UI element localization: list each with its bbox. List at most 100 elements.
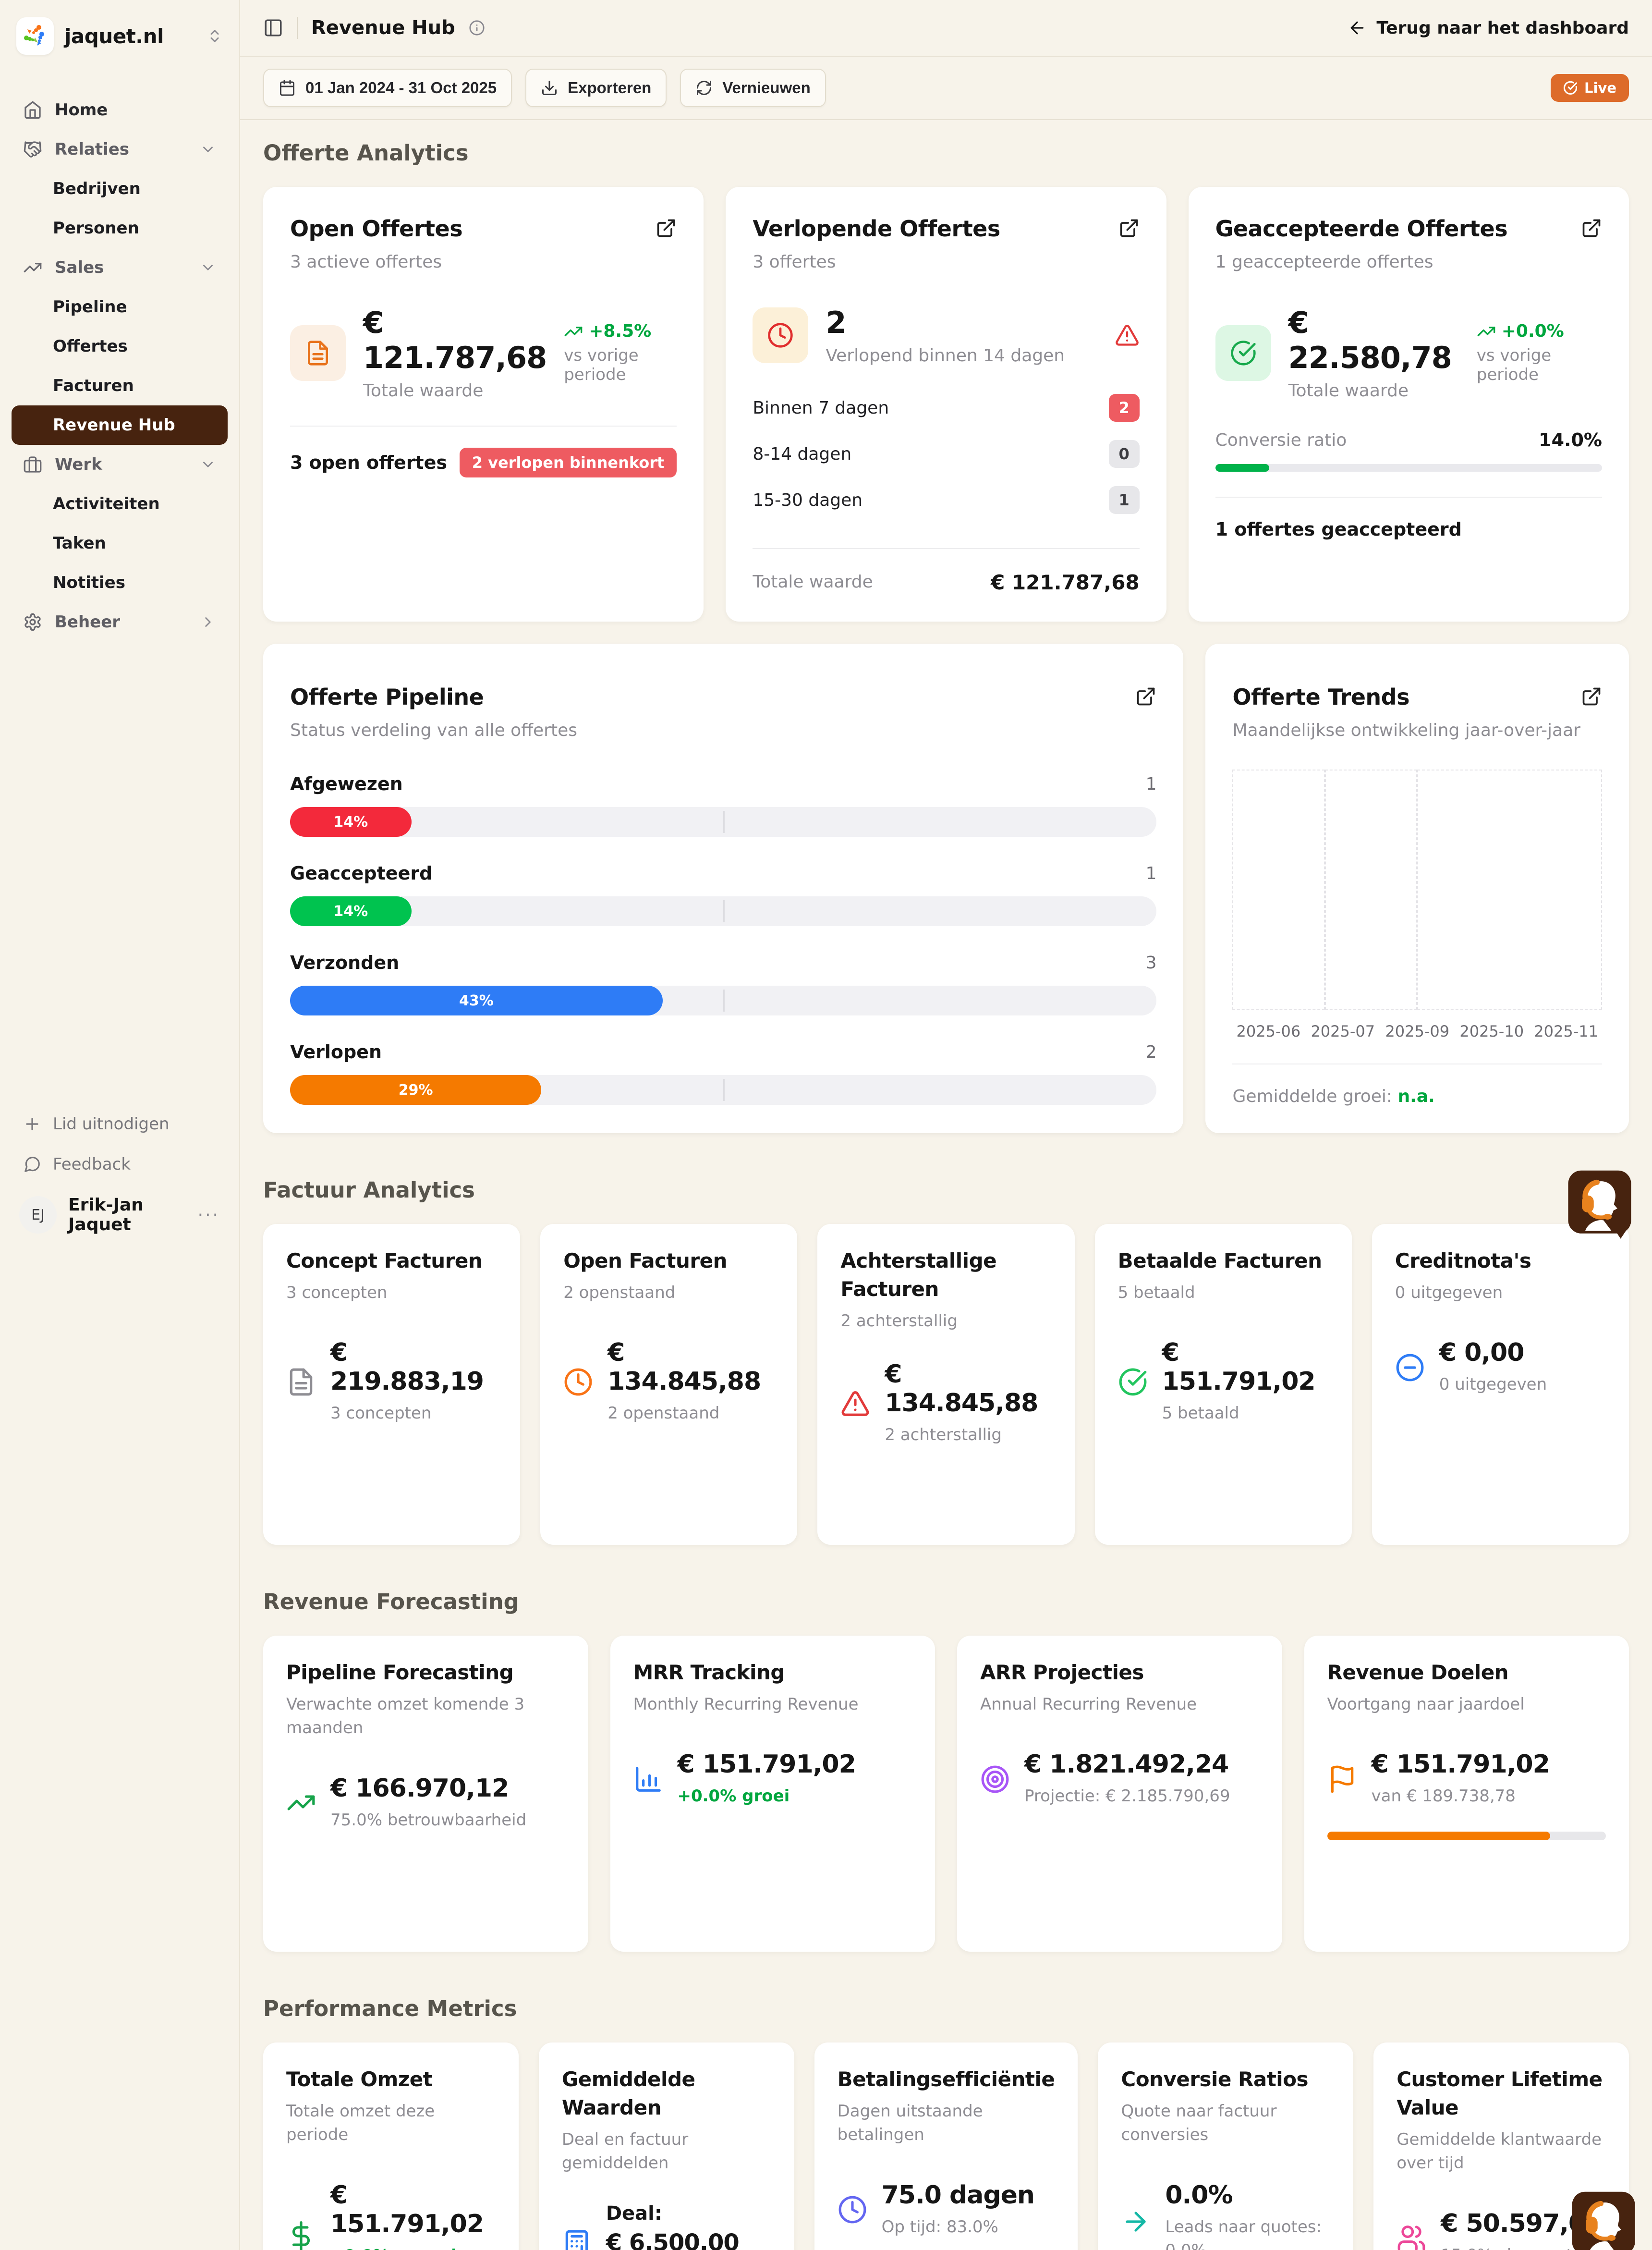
aging-label: 15-30 dagen	[753, 490, 863, 510]
workspace-switcher[interactable]: jaquet.nl	[0, 0, 239, 69]
card-title: Totale Omzet	[286, 2067, 433, 2091]
card-subtitle: Maandelijkse ontwikkeling jaar-over-jaar	[1232, 720, 1580, 740]
card-subtitle: Monthly Recurring Revenue	[633, 1695, 859, 1714]
sidebar-item-notities[interactable]: Notities	[12, 563, 228, 602]
back-label: Terug naar het dashboard	[1376, 18, 1629, 38]
metric-value: € 134.845,88	[607, 1338, 761, 1396]
home-icon	[24, 101, 41, 119]
trending-up-icon	[564, 326, 583, 336]
calculator-icon	[565, 2230, 588, 2250]
sidebar-item-facturen[interactable]: Facturen	[12, 366, 228, 405]
date-range-button[interactable]: 01 Jan 2024 - 31 Oct 2025	[263, 69, 512, 107]
sidebar-item-label: Home	[55, 100, 108, 120]
sidebar-item-revenue-hub[interactable]: Revenue Hub	[12, 405, 228, 445]
deal-label: Deal:	[606, 2202, 662, 2225]
trending-up-icon	[24, 263, 42, 272]
sidebar-item-relaties[interactable]: Relaties	[12, 130, 228, 169]
metric-caption: 2 achterstallig	[885, 1425, 1002, 1445]
sidebar-item-activiteiten[interactable]: Activiteiten	[12, 484, 228, 524]
external-link-icon[interactable]	[1135, 686, 1156, 707]
card-subtitle: 2 openstaand	[563, 1283, 676, 1303]
avatar: EJ	[19, 1196, 57, 1234]
section-factuur-analytics: Factuur Analytics Concept Facturen 3 con…	[263, 1177, 1629, 1545]
chart-grid-cell	[1417, 770, 1602, 1010]
dollar-icon	[292, 2221, 310, 2250]
page-title: Revenue Hub	[311, 17, 455, 39]
user-menu[interactable]: EJ Erik-Jan Jaquet ···	[16, 1195, 223, 1235]
sidebar-item-offertes[interactable]: Offertes	[12, 327, 228, 366]
footer-label: Totale waarde	[753, 572, 873, 592]
feedback-label: Feedback	[53, 1155, 131, 1174]
card-title: Open Offertes	[290, 216, 463, 242]
sidebar-item-sales[interactable]: Sales	[12, 248, 228, 287]
footer-text: 3 open offertes	[290, 452, 447, 474]
card-open-offertes: Open Offertes 3 actieve offertes € 121.7…	[263, 187, 704, 622]
trending-up-icon	[1477, 326, 1495, 336]
download-icon	[542, 81, 557, 95]
arrow-right-icon	[1126, 2212, 1146, 2232]
card-arr-projecties: ARR Projecties Annual Recurring Revenue …	[957, 1636, 1282, 1952]
sidebar-item-label: Sales	[55, 258, 104, 277]
external-link-icon[interactable]	[656, 218, 677, 239]
sidebar-item-bedrijven[interactable]: Bedrijven	[12, 169, 228, 208]
card-verlopende-offertes: Verlopende Offertes 3 offertes 2 Verlope…	[726, 187, 1166, 622]
deal-value: € 6.500,00	[606, 2229, 740, 2250]
pipeline-status-count: 3	[1145, 953, 1157, 973]
x-axis-label: 2025-09	[1385, 1022, 1450, 1041]
section-performance-metrics: Performance Metrics Totale Omzet Totale …	[263, 1996, 1629, 2250]
arrow-left-icon	[1351, 21, 1364, 35]
section-heading: Performance Metrics	[263, 1996, 517, 2022]
user-name: Erik-Jan Jaquet	[68, 1195, 144, 1235]
card-title: Conversie Ratios	[1121, 2067, 1309, 2091]
divider	[297, 17, 298, 39]
refresh-button[interactable]: Vernieuwen	[680, 69, 826, 107]
card-title: Betalingsefficiëntie	[837, 2067, 1055, 2091]
feedback-button[interactable]: Feedback	[16, 1144, 223, 1185]
card-title: Achterstallige Facturen	[840, 1249, 997, 1301]
chevron-down-icon	[203, 265, 213, 270]
trends-chart-area	[1232, 770, 1602, 1010]
metric-value: 75.0 dagen	[881, 2180, 1035, 2210]
section-heading: Factuur Analytics	[263, 1177, 475, 1203]
card-title: Customer Lifetime Value	[1397, 2067, 1603, 2120]
pipeline-bar-track: 43%	[290, 986, 1157, 1016]
metric-caption: Totale waarde	[363, 381, 484, 401]
external-link-icon[interactable]	[1581, 218, 1602, 239]
clock-icon	[838, 2196, 866, 2224]
card-title: Offerte Trends	[1232, 684, 1409, 710]
sidebar-item-personen[interactable]: Personen	[12, 208, 228, 248]
pipeline-bar-fill: 14%	[290, 896, 412, 927]
sidebar-item-taken[interactable]: Taken	[12, 524, 228, 563]
pipeline-status-label: Verzonden	[290, 952, 400, 974]
sidebar-item-pipeline[interactable]: Pipeline	[12, 287, 228, 327]
sidebar-toggle-icon[interactable]	[263, 18, 283, 38]
sidebar-item-beheer[interactable]: Beheer	[12, 602, 228, 642]
chevrons-up-down-icon	[210, 30, 219, 42]
info-icon[interactable]	[469, 20, 485, 36]
sidebar-item-home[interactable]: Home	[12, 90, 228, 130]
export-button[interactable]: Exporteren	[525, 69, 667, 107]
pipeline-status-group: Verlopen 2 29%	[290, 1041, 1157, 1105]
ellipsis-icon[interactable]: ···	[197, 1205, 220, 1225]
invite-member-button[interactable]: Lid uitnodigen	[16, 1104, 223, 1144]
average-growth: Gemiddelde groei: n.a.	[1232, 1087, 1602, 1106]
card-subtitle: 5 betaald	[1118, 1283, 1195, 1303]
external-link-icon[interactable]	[1581, 686, 1602, 707]
average-growth-value: n.a.	[1397, 1087, 1435, 1107]
metric-caption: 0 uitgegeven	[1439, 1375, 1547, 1394]
card-subtitle: Gemiddelde klantwaarde over tijd	[1397, 2129, 1602, 2173]
bar-chart-icon	[635, 1767, 661, 1792]
handshake-icon	[24, 141, 42, 158]
back-to-dashboard-link[interactable]: Terug naar het dashboard	[1348, 18, 1629, 38]
external-link-icon[interactable]	[1118, 218, 1140, 239]
support-chat-widget[interactable]	[1569, 2189, 1638, 2250]
pipeline-status-group: Afgewezen 1 14%	[290, 773, 1157, 837]
sidebar-item-werk[interactable]: Werk	[12, 445, 228, 484]
card-subtitle: 0 uitgegeven	[1395, 1283, 1503, 1303]
conversion-progress-fill	[1215, 464, 1270, 472]
metric-value: € 22.580,78	[1288, 305, 1452, 376]
support-chat-widget[interactable]	[1566, 1167, 1634, 1239]
card-title: Verlopende Offertes	[753, 216, 1000, 242]
sidebar-item-label: Beheer	[55, 612, 121, 632]
card-title: MRR Tracking	[633, 1661, 785, 1685]
